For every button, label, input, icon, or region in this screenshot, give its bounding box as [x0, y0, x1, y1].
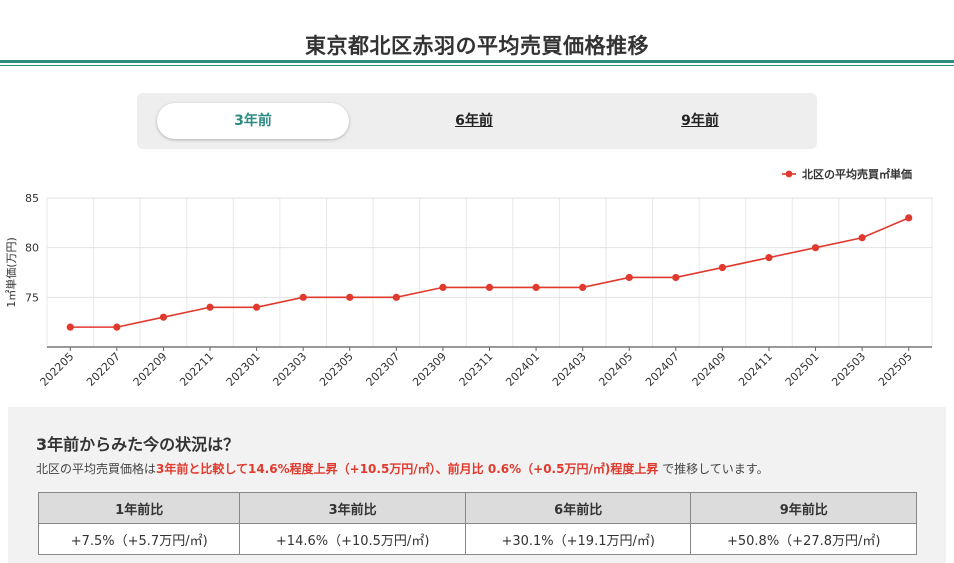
tab-3-years[interactable]: 3年前 — [157, 103, 349, 139]
x-tick-label: 202303 — [270, 350, 309, 389]
x-tick-label: 202209 — [131, 350, 170, 389]
data-point — [905, 214, 913, 222]
comparison-value-row: +7.5%（+5.7万円/㎡) +14.6%（+10.5万円/㎡) +30.1%… — [37, 523, 917, 555]
tab-6-years[interactable]: 6年前 — [455, 113, 493, 129]
x-tick-label: 202405 — [596, 350, 635, 389]
page-title: 東京都北区赤羽の平均売買価格推移 — [305, 34, 649, 58]
x-tick-label: 202505 — [876, 350, 915, 389]
legend-label: 北区の平均売買㎡単価 — [802, 167, 912, 181]
value-9-years: +50.8%（+27.8万円/㎡) — [690, 523, 917, 555]
data-point — [625, 273, 633, 282]
summary-text-highlight: 3年前と比較して14.6%程度上昇（+10.5万円/㎡）、前月比 0.6%（+0… — [156, 462, 659, 476]
data-point — [392, 293, 400, 301]
title-underline — [0, 60, 954, 63]
summary-panel: 3年前からみた今の状況は？ 北区の平均売買価格は3年前と比較して14.6%程度上… — [8, 407, 946, 563]
tab-9-years[interactable]: 9年前 — [681, 113, 719, 129]
x-tick-label: 202403 — [550, 350, 589, 389]
x-tick-label: 202305 — [317, 350, 356, 389]
value-6-years: +30.1%（+19.1万円/㎡) — [464, 523, 692, 555]
value-1-year: +7.5%（+5.7万円/㎡) — [37, 523, 241, 555]
y-axis-label: 1㎡単価(万円) — [4, 237, 18, 308]
x-tick-label: 202207 — [84, 350, 123, 389]
data-point — [299, 293, 307, 301]
x-tick-label: 202301 — [224, 350, 263, 389]
y-tick-label: 80 — [25, 242, 39, 255]
data-point — [439, 283, 447, 291]
header-6-years: 6年前比 — [464, 492, 692, 524]
data-point — [346, 293, 354, 301]
value-3-years: +14.6%（+10.5万円/㎡) — [239, 523, 466, 555]
data-point — [672, 273, 680, 282]
x-tick-label: 202307 — [364, 350, 403, 389]
summary-text-suffix: で推移しています。 — [658, 462, 769, 476]
y-tick-label: 75 — [25, 291, 39, 304]
x-tick-label: 202211 — [177, 350, 216, 389]
data-point — [206, 303, 214, 311]
summary-heading: 3年前からみた今の状況は？ — [36, 435, 240, 454]
comparison-table: 1年前比 3年前比 6年前比 9年前比 +7.5%（+5.7万円/㎡) +14.… — [37, 492, 917, 555]
header-1-year: 1年前比 — [37, 492, 241, 524]
data-point — [858, 234, 866, 242]
x-tick-label: 202501 — [783, 350, 822, 389]
data-point — [765, 254, 773, 262]
x-tick-label: 202503 — [829, 350, 868, 389]
data-point — [485, 283, 494, 291]
x-tick-label: 202407 — [643, 350, 682, 389]
x-tick-label: 202401 — [503, 350, 542, 389]
summary-text: 北区の平均売買価格は3年前と比較して14.6%程度上昇（+10.5万円/㎡）、前… — [36, 460, 769, 477]
header-9-years: 9年前比 — [690, 492, 917, 524]
data-point — [159, 313, 168, 321]
data-point — [66, 323, 74, 331]
series-line — [70, 217, 910, 328]
x-tick-label: 202411 — [736, 350, 775, 389]
data-point — [113, 323, 121, 331]
data-point — [532, 283, 540, 291]
legend-marker — [785, 170, 793, 178]
data-point — [718, 263, 726, 272]
x-tick-label: 202205 — [38, 350, 77, 389]
x-tick-label: 202409 — [690, 350, 729, 389]
data-point — [811, 244, 820, 252]
data-point — [253, 303, 261, 311]
summary-text-prefix: 北区の平均売買価格は — [36, 462, 157, 476]
y-tick-label: 85 — [25, 192, 39, 205]
x-tick-label: 202309 — [410, 350, 449, 389]
period-tabbar: 3年前 6年前 9年前 — [137, 93, 817, 149]
comparison-header-row: 1年前比 3年前比 6年前比 9年前比 — [37, 492, 917, 524]
plot-frame — [46, 197, 933, 348]
header-3-years: 3年前比 — [239, 492, 466, 524]
x-tick-label: 202311 — [457, 350, 496, 389]
title-underline-thin — [0, 65, 954, 66]
data-point — [579, 283, 587, 291]
